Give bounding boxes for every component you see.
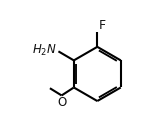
Text: O: O [57,96,66,109]
Text: F: F [99,19,106,32]
Text: $H_2N$: $H_2N$ [33,43,57,58]
